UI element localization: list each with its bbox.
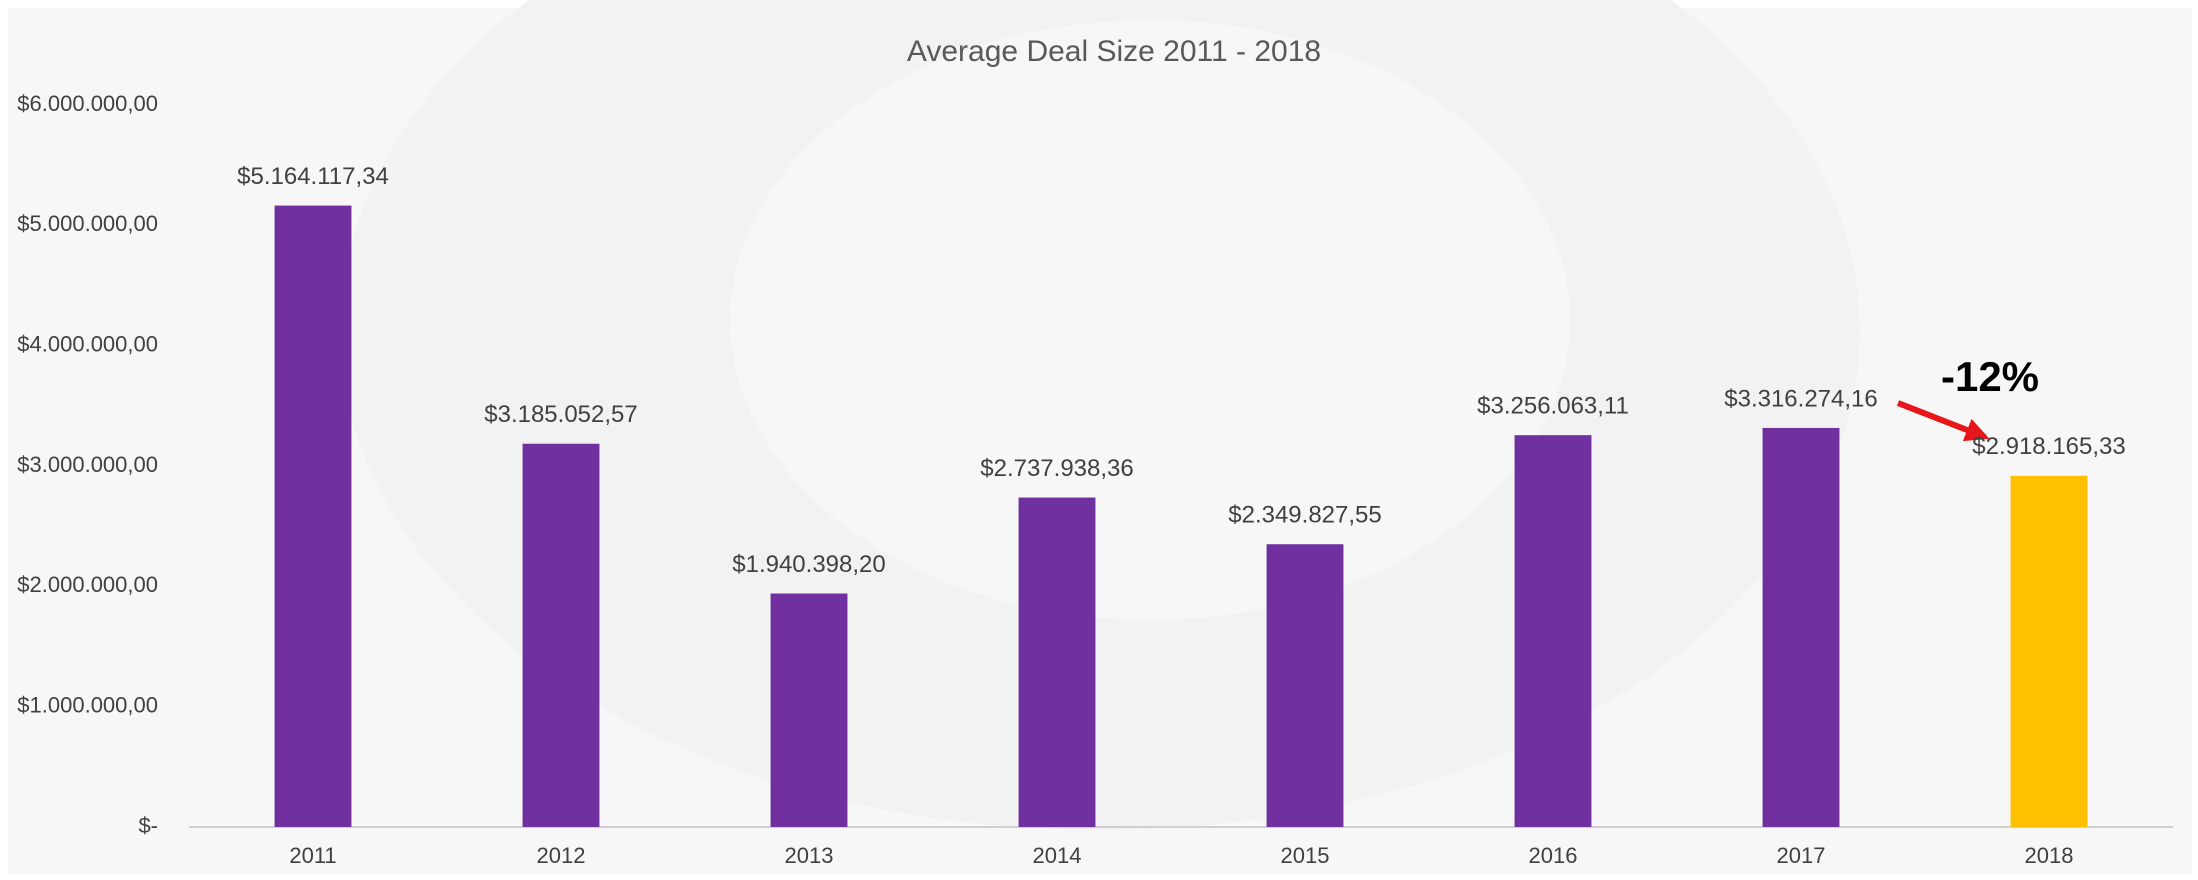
x-tick-label: 2013 [785,843,834,868]
bar [770,593,848,827]
data-label: $3.316.274,16 [1724,385,1877,412]
data-label: $2.737.938,36 [980,455,1133,482]
x-tick-label: 2011 [289,843,336,868]
data-label: $1.940.398,20 [732,551,885,578]
y-tick-label: $4.000.000,00 [17,331,158,356]
x-tick-label: 2017 [1777,843,1826,868]
bar [1514,435,1592,827]
y-tick-label: $6.000.000,00 [17,91,158,116]
y-tick-label: $3.000.000,00 [17,452,158,477]
y-tick-label: $1.000.000,00 [17,692,158,717]
x-tick-label: 2015 [1281,843,1330,868]
data-label: $2.349.827,55 [1228,502,1381,529]
data-label: $3.256.063,11 [1477,393,1629,420]
annotation-arrow [1896,400,1990,442]
data-label: $3.185.052,57 [484,401,637,428]
y-tick-label: $2.000.000,00 [17,572,158,597]
bar [274,205,352,828]
x-tick-label: 2016 [1529,843,1578,868]
x-tick-label: 2014 [1033,843,1082,868]
bar [1018,497,1096,827]
bar [522,443,600,827]
chart-title: Average Deal Size 2011 - 2018 [907,35,1321,68]
data-label: $2.918.165,33 [1972,433,2125,460]
background-swirl [730,20,1570,620]
x-tick-label: 2018 [2025,843,2074,868]
data-label: $5.164.117,34 [237,163,389,190]
y-tick-label: $- [138,813,158,838]
annotation: -12% [1941,353,2039,400]
bar [1266,544,1344,827]
y-tick-label: $5.000.000,00 [17,211,158,236]
bar [2010,475,2088,827]
x-tick-label: 2012 [537,843,586,868]
bar [1762,427,1840,827]
